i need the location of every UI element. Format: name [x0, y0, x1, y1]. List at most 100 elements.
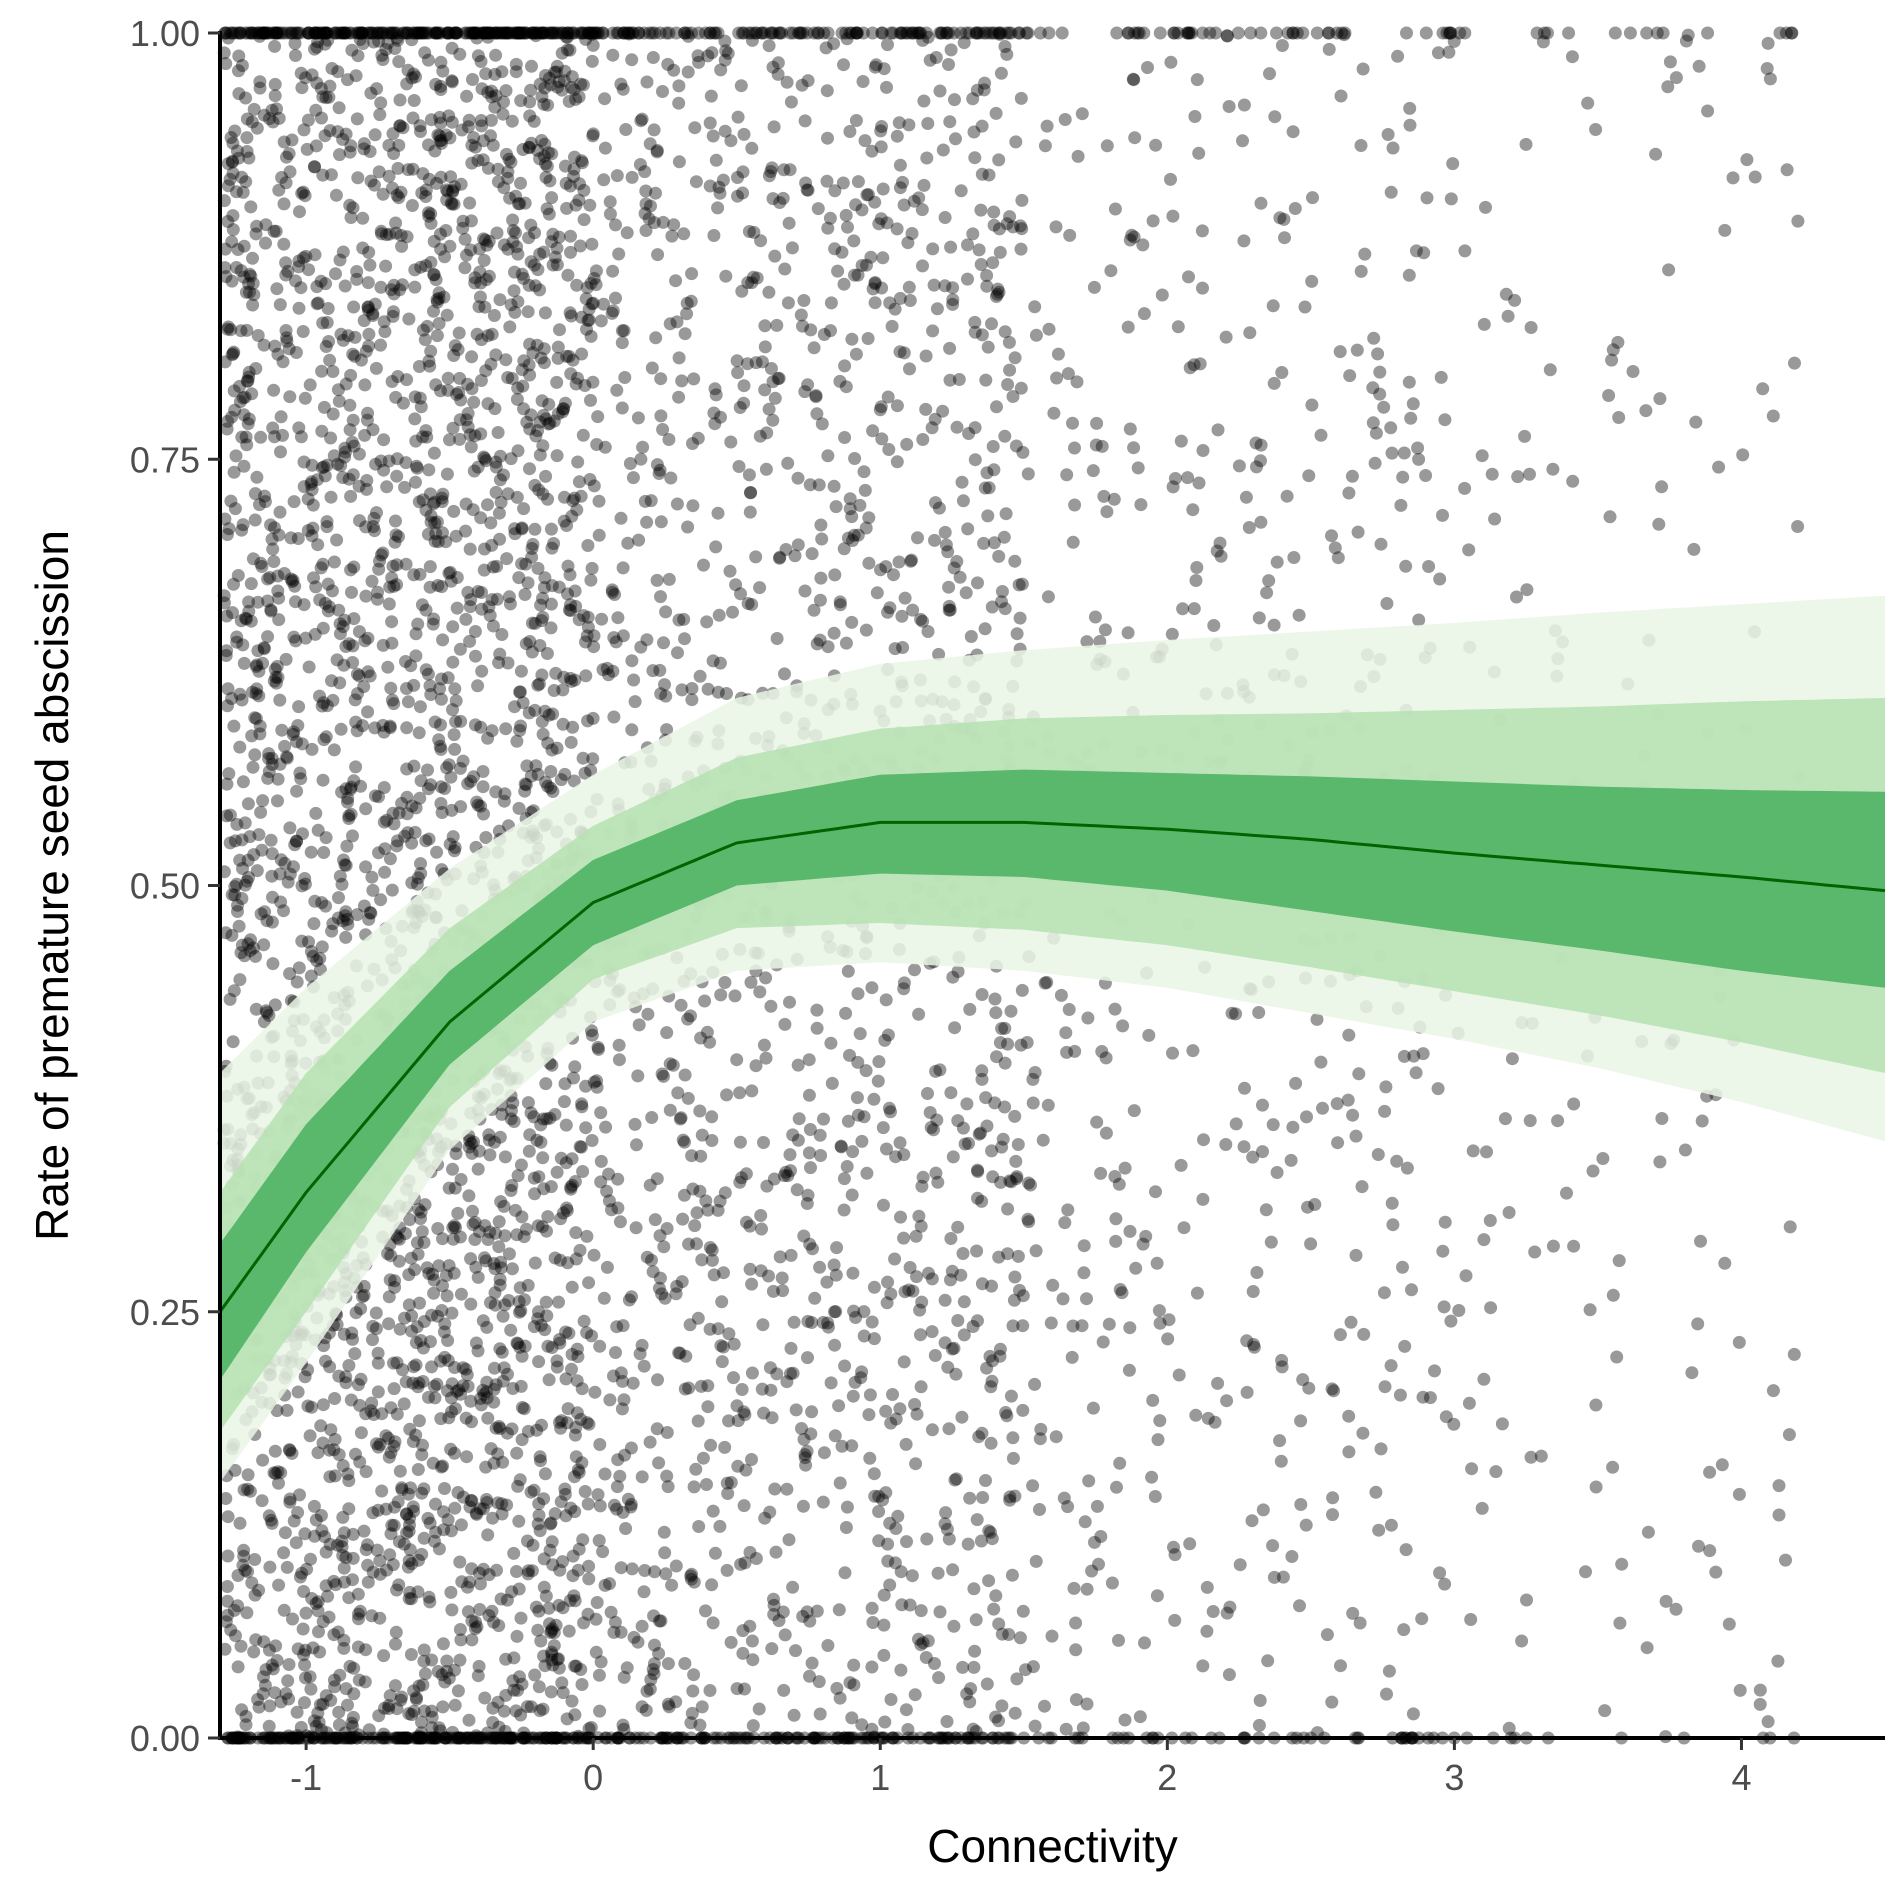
scatter-point [1386, 141, 1400, 155]
scatter-point [453, 1230, 467, 1244]
scatter-point [1606, 1288, 1620, 1302]
scatter-point [1398, 1339, 1412, 1353]
scatter-point [877, 1588, 891, 1602]
scatter-point [724, 1635, 738, 1649]
scatter-point [1068, 441, 1081, 455]
scatter-point [310, 297, 324, 311]
scatter-point [908, 963, 921, 977]
scatter-point [532, 1680, 546, 1694]
scatter-point [727, 1337, 741, 1351]
scatter-point [319, 831, 333, 845]
scatter-point [598, 440, 612, 454]
scatter-point [1733, 1683, 1747, 1697]
scatter-point [481, 498, 494, 512]
scatter-point [703, 1035, 717, 1049]
scatter-point [325, 584, 339, 598]
scatter-point [1286, 26, 1300, 40]
scatter-point [1652, 517, 1666, 531]
scatter-point [641, 1007, 655, 1021]
scatter-point [415, 598, 429, 612]
scatter-point [1036, 1133, 1050, 1147]
scatter-point [226, 209, 240, 223]
scatter-point [624, 1441, 638, 1455]
scatter-point [1256, 1503, 1270, 1517]
scatter-point [359, 344, 373, 358]
scatter-point [385, 615, 399, 629]
scatter-point [453, 371, 467, 385]
scatter-point [564, 26, 578, 40]
scatter-point [959, 586, 973, 600]
scatter-point [690, 1237, 703, 1251]
scatter-point [1483, 1214, 1497, 1227]
scatter-point [253, 75, 267, 89]
scatter-point [877, 62, 891, 76]
scatter-point [419, 834, 433, 848]
scatter-point [999, 507, 1013, 521]
scatter-point [876, 182, 890, 196]
scatter-point [942, 26, 956, 40]
scatter-point [1047, 406, 1061, 420]
scatter-point [962, 427, 976, 440]
scatter-point [773, 196, 787, 209]
scatter-point [350, 265, 364, 278]
scatter-point [1190, 73, 1204, 87]
scatter-point [434, 1412, 448, 1426]
scatter-point [1380, 597, 1394, 610]
scatter-point [592, 1042, 605, 1056]
scatter-point [681, 520, 695, 534]
scatter-point [518, 588, 532, 601]
scatter-point [1314, 1055, 1328, 1069]
scatter-point [1466, 1144, 1480, 1158]
scatter-point [663, 1057, 677, 1071]
scatter-point [1367, 331, 1381, 345]
scatter-point [846, 1389, 860, 1403]
scatter-point [558, 1487, 572, 1501]
scatter-point [1275, 366, 1289, 379]
scatter-point [498, 787, 512, 801]
scatter-point [625, 1290, 638, 1304]
scatter-point [593, 1704, 607, 1718]
scatter-point [406, 1376, 420, 1390]
scatter-point [470, 31, 484, 45]
scatter-point [331, 383, 345, 397]
scatter-point [534, 1318, 548, 1332]
scatter-point [444, 170, 458, 184]
scatter-point [825, 1076, 839, 1090]
scatter-point [1753, 1683, 1767, 1697]
scatter-point [602, 1194, 616, 1208]
scatter-point [1077, 1239, 1091, 1253]
scatter-point [253, 727, 267, 741]
scatter-point [916, 259, 929, 273]
scatter-point [734, 79, 748, 93]
scatter-point [1022, 1215, 1036, 1229]
scatter-point [515, 521, 529, 535]
scatter-point [389, 528, 403, 542]
scatter-point [872, 1055, 886, 1069]
scatter-point [382, 1290, 396, 1304]
scatter-point [1174, 434, 1188, 448]
scatter-point [799, 176, 813, 190]
scatter-point [1128, 131, 1142, 145]
scatter-point [833, 1691, 847, 1705]
scatter-point [227, 384, 241, 398]
scatter-point [1342, 1445, 1356, 1459]
scatter-point [681, 1012, 695, 1026]
scatter-point [897, 976, 911, 990]
scatter-point [223, 808, 237, 822]
scatter-point [905, 1569, 919, 1583]
scatter-point [285, 133, 299, 147]
scatter-point [566, 720, 580, 734]
scatter-point [753, 985, 767, 999]
scatter-point [458, 261, 472, 275]
scatter-point [970, 83, 984, 97]
scatter-point [770, 318, 784, 332]
scatter-point [436, 487, 450, 501]
scatter-point [238, 816, 252, 830]
scatter-point [423, 1595, 437, 1609]
scatter-point [819, 41, 833, 55]
scatter-point [701, 1203, 715, 1217]
scatter-point [496, 1455, 510, 1469]
scatter-point [513, 197, 527, 211]
scatter-point [1252, 1718, 1266, 1732]
scatter-point [374, 224, 388, 238]
